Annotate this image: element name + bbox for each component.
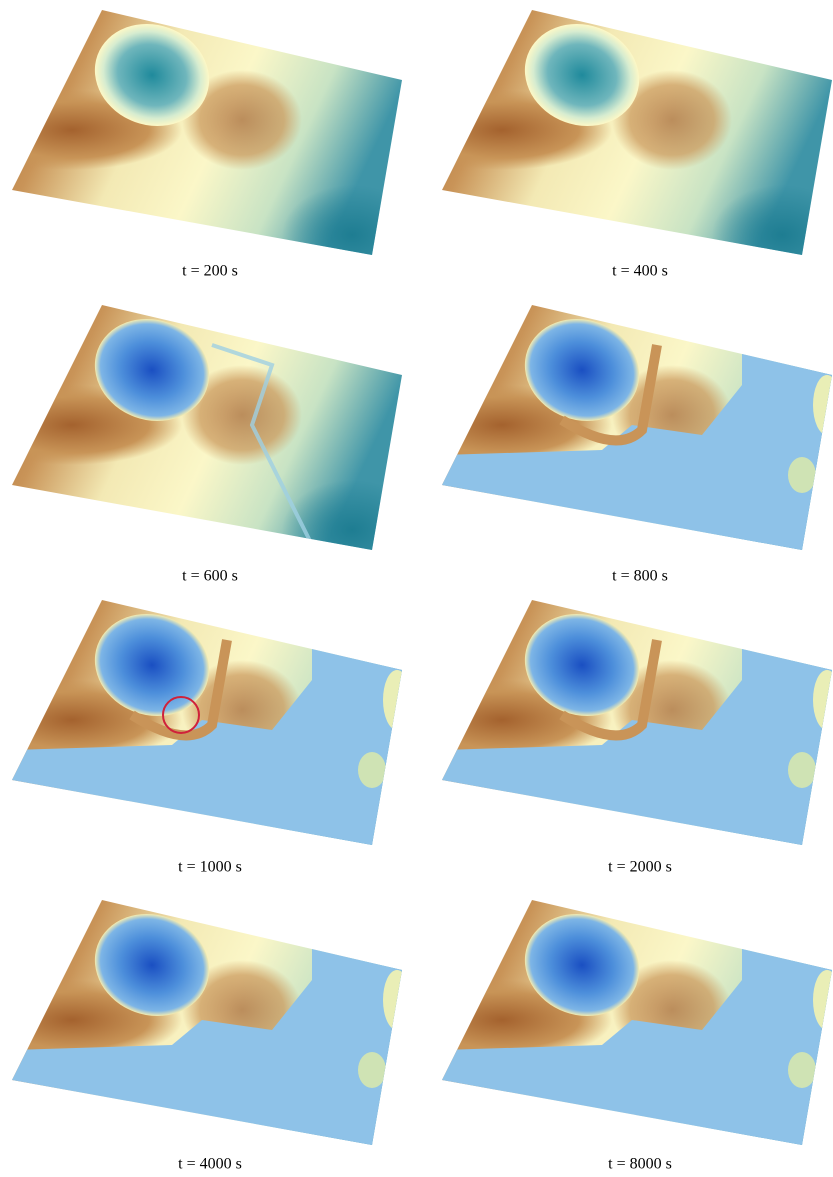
hill: [358, 752, 386, 788]
figure: t = 200 s t = 400 s t = 600 s t = 800 s t = …: [0, 0, 833, 1177]
terrain-panel: [0, 303, 422, 580]
hill: [358, 1052, 386, 1088]
panel-caption: t = 400 s: [612, 263, 668, 280]
panel-caption: t = 8000 s: [608, 1156, 672, 1173]
terrain-panel: [0, 598, 412, 860]
terrain-panel: [0, 8, 422, 285]
panel-caption: t = 600 s: [182, 568, 238, 585]
panel-caption: t = 800 s: [612, 568, 668, 585]
terrain-panel: [392, 303, 833, 565]
terrain-panel: [392, 8, 833, 285]
page: t = 200 s t = 400 s t = 600 s t = 800 s t = …: [0, 0, 833, 1177]
terrain-panel: [392, 898, 833, 1160]
terrain-panel: [0, 898, 412, 1160]
panel-caption: t = 4000 s: [178, 1156, 242, 1173]
corner-pond: [282, 185, 422, 285]
panel-caption: t = 1000 s: [178, 859, 242, 876]
hill: [383, 970, 411, 1030]
hill: [788, 457, 816, 493]
hill: [788, 752, 816, 788]
panel-caption: t = 2000 s: [608, 859, 672, 876]
hill: [788, 1052, 816, 1088]
panel-caption: t = 200 s: [182, 263, 238, 280]
terrain-panel: [392, 598, 833, 860]
hill: [383, 670, 411, 730]
